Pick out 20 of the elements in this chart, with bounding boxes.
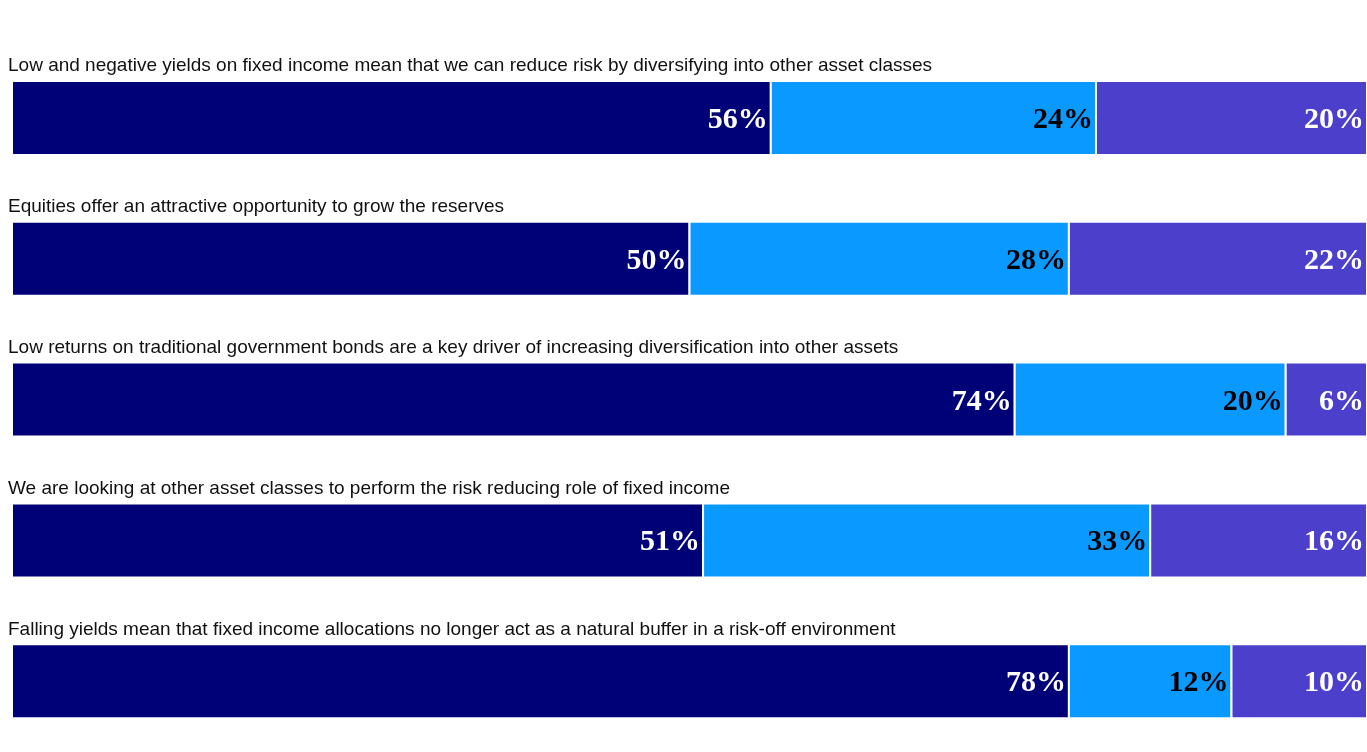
y-tick-label: We are looking at other asset classes to perform the risk reducing role of fixed income xyxy=(8,476,730,498)
data-label: 16% xyxy=(1304,523,1364,557)
data-label: 33% xyxy=(1087,523,1148,557)
y-tick-label: Equities offer an attractive opportunity to grow the reserves xyxy=(8,195,505,217)
data-label: 78% xyxy=(1005,664,1066,698)
y-tick-label: Low and negative yields on fixed income mean that we can reduce risk by diversifying into other asset classes xyxy=(8,54,933,76)
data-label: 20% xyxy=(1222,382,1283,416)
data-label: 12% xyxy=(1168,664,1229,698)
data-label: 20% xyxy=(1304,101,1364,134)
y-tick-label: Low returns on traditional government bonds are a key driver of increasing diversification into other assets xyxy=(8,336,899,357)
data-label: 56% xyxy=(707,101,768,134)
data-label: 10% xyxy=(1304,664,1364,698)
data-label: 6% xyxy=(1319,382,1364,416)
data-label: 74% xyxy=(951,382,1012,416)
y-tick-label: Falling yields mean that fixed income allocations no longer act as a natural buffer in a risk-off environment xyxy=(8,617,897,639)
data-label: 24% xyxy=(1033,101,1093,134)
data-label: 51% xyxy=(640,523,701,557)
data-label: 28% xyxy=(1005,241,1066,275)
data-label: 22% xyxy=(1304,241,1364,275)
data-label: 50% xyxy=(626,241,687,275)
